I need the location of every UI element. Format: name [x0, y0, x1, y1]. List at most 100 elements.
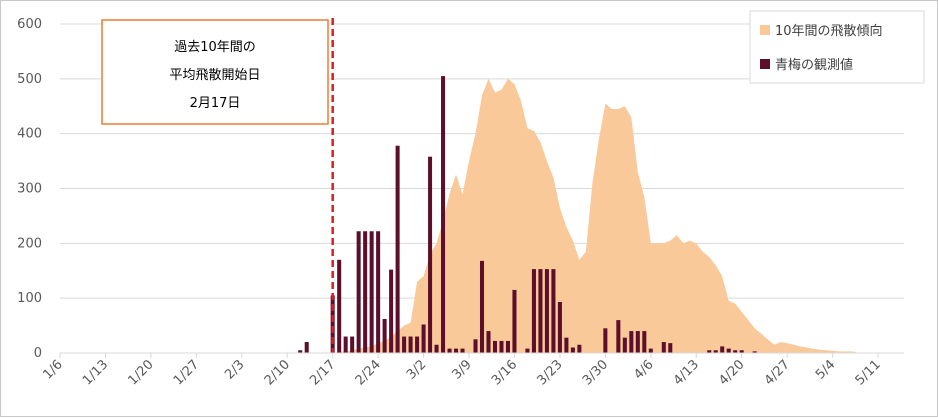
observed-bar: [648, 348, 653, 353]
x-tick-label: 4/6: [631, 357, 656, 382]
observed-bar: [720, 346, 725, 353]
observed-bar: [389, 269, 394, 353]
observed-bar: [408, 336, 413, 353]
x-tick-label: 2/10: [262, 357, 293, 388]
observed-bar: [616, 320, 621, 353]
observed-bar: [557, 302, 562, 353]
observed-bar: [382, 319, 387, 353]
observed-bar: [337, 259, 342, 353]
x-tick-label: 2/24: [353, 357, 384, 388]
y-tick-label: 200: [17, 236, 42, 251]
observed-bar: [479, 260, 485, 353]
observed-bar: [505, 340, 510, 353]
observed-bar: [415, 336, 420, 353]
observed-bar-layer: [298, 76, 757, 353]
observed-bar: [668, 343, 673, 353]
observed-bar: [298, 350, 303, 353]
y-tick-label: 400: [17, 127, 42, 142]
x-tick-label: 3/23: [534, 357, 565, 388]
observed-bar: [570, 347, 575, 353]
trend-area-layer: [332, 78, 859, 354]
observed-bar: [447, 348, 452, 353]
x-tick-label: 3/9: [449, 357, 474, 382]
observed-bar: [635, 331, 640, 353]
observed-bar: [486, 331, 491, 353]
observed-bar: [363, 231, 368, 353]
y-tick-label: 0: [34, 346, 42, 361]
observed-bar: [428, 156, 433, 353]
x-tick-label: 2/3: [222, 357, 247, 382]
observed-bar: [531, 269, 536, 353]
observed-bar: [434, 344, 439, 353]
x-tick-label: 1/13: [80, 357, 111, 388]
observed-bar: [343, 336, 348, 353]
legend-swatch-trend: [760, 25, 770, 35]
observed-bar: [733, 350, 738, 353]
annotation-border: [101, 19, 329, 125]
observed-bar: [564, 337, 569, 353]
observed-bar: [492, 340, 497, 353]
legend-label-observed: 青梅の観測値: [775, 57, 853, 73]
observed-bar: [752, 351, 757, 353]
observed-bar: [739, 350, 744, 353]
observed-bar: [642, 331, 647, 353]
x-tick-label: 5/11: [853, 357, 884, 388]
x-tick-label: 4/27: [762, 357, 793, 388]
observed-bar: [512, 289, 517, 353]
observed-bar: [376, 231, 381, 353]
observed-bar: [538, 269, 543, 353]
observed-bar: [551, 269, 556, 353]
x-tick-label: 3/30: [580, 357, 611, 388]
observed-bar: [304, 342, 309, 353]
x-tick-label: 1/6: [40, 357, 65, 382]
observed-bar: [460, 348, 465, 353]
legend-label-trend: 10年間の飛散傾向: [775, 23, 883, 39]
observed-bar: [350, 336, 355, 353]
observed-bar: [369, 231, 374, 353]
observed-bar: [395, 145, 400, 353]
x-tick-label: 3/16: [489, 357, 520, 388]
x-axis-ticks: 1/6 1/13 1/20 1/27 2/3 2/10 2/17 2/24 3/2 3/9 3/16…: [40, 357, 883, 388]
observed-bar: [402, 336, 407, 353]
y-tick-label: 300: [17, 182, 42, 197]
y-tick-label: 600: [17, 17, 42, 32]
observed-bar: [726, 348, 731, 353]
annotation-line-3: 2月17日: [190, 96, 241, 111]
observed-bar: [577, 344, 582, 353]
annotation-line-1: 過去10年間の: [174, 40, 256, 55]
x-tick-label: 4/13: [671, 357, 702, 388]
legend: 10年間の飛散傾向 青梅の観測値: [749, 10, 925, 84]
axes: [59, 352, 904, 358]
observed-bar: [441, 76, 446, 353]
x-tick-label: 1/27: [171, 357, 202, 388]
observed-bar: [421, 324, 426, 353]
y-tick-label: 500: [17, 72, 42, 87]
observed-bar: [454, 348, 459, 353]
observed-bar: [473, 339, 478, 353]
x-tick-label: 3/2: [404, 357, 429, 382]
observed-bar: [622, 337, 627, 353]
legend-box: [749, 10, 925, 84]
x-tick-label: 2/17: [307, 357, 338, 388]
observed-bar: [499, 340, 504, 353]
observed-bar: [629, 331, 634, 353]
x-tick-label: 1/20: [125, 357, 156, 388]
x-tick-label: 5/4: [813, 357, 838, 382]
annotation-box: 過去10年間の 平均飛散開始日 2月17日: [101, 19, 329, 125]
observed-bar: [525, 348, 530, 353]
legend-swatch-observed: [760, 59, 770, 69]
y-axis-ticks: 0 100 200 300 400 500 600: [17, 17, 42, 361]
observed-bar: [330, 295, 335, 353]
y-tick-label: 100: [17, 291, 42, 306]
observed-bar: [356, 231, 361, 353]
observed-bar: [707, 350, 712, 353]
x-tick-label: 4/20: [716, 357, 747, 388]
observed-bar: [713, 350, 718, 353]
observed-bar: [544, 269, 549, 353]
trend-area: [332, 78, 859, 354]
annotation-line-2: 平均飛散開始日: [169, 68, 260, 83]
observed-bar: [661, 342, 666, 353]
observed-bar: [603, 328, 608, 353]
